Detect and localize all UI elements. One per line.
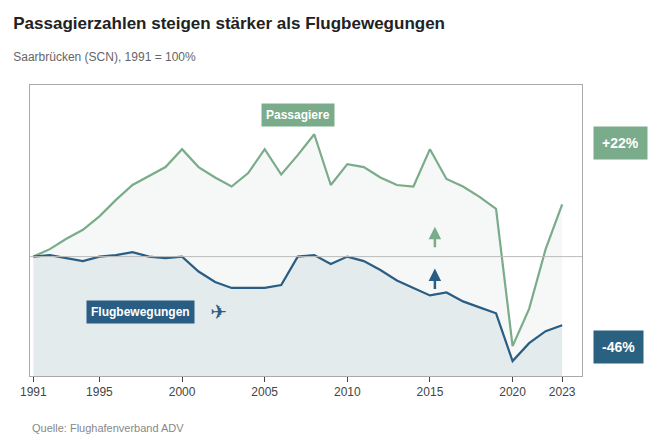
svg-text:✈: ✈	[210, 301, 227, 323]
svg-text:Flugbewegungen: Flugbewegungen	[91, 305, 190, 319]
svg-text:Passagierzahlen steigen stärke: Passagierzahlen steigen stärker als Flug…	[13, 14, 445, 33]
svg-text:Saarbrücken (SCN), 1991 = 100%: Saarbrücken (SCN), 1991 = 100%	[13, 50, 196, 64]
svg-text:2000: 2000	[169, 385, 196, 399]
svg-text:Quelle: Flughafenverband ADV: Quelle: Flughafenverband ADV	[32, 422, 184, 434]
svg-text:2015: 2015	[417, 385, 444, 399]
svg-text:2005: 2005	[251, 385, 278, 399]
svg-text:2010: 2010	[334, 385, 361, 399]
svg-text:2023: 2023	[549, 385, 576, 399]
svg-text:+22%: +22%	[602, 135, 639, 151]
svg-text:Passagiere: Passagiere	[266, 108, 330, 122]
svg-text:1995: 1995	[86, 385, 113, 399]
svg-text:-46%: -46%	[602, 339, 635, 355]
svg-text:1991: 1991	[20, 385, 47, 399]
svg-text:2020: 2020	[499, 385, 526, 399]
